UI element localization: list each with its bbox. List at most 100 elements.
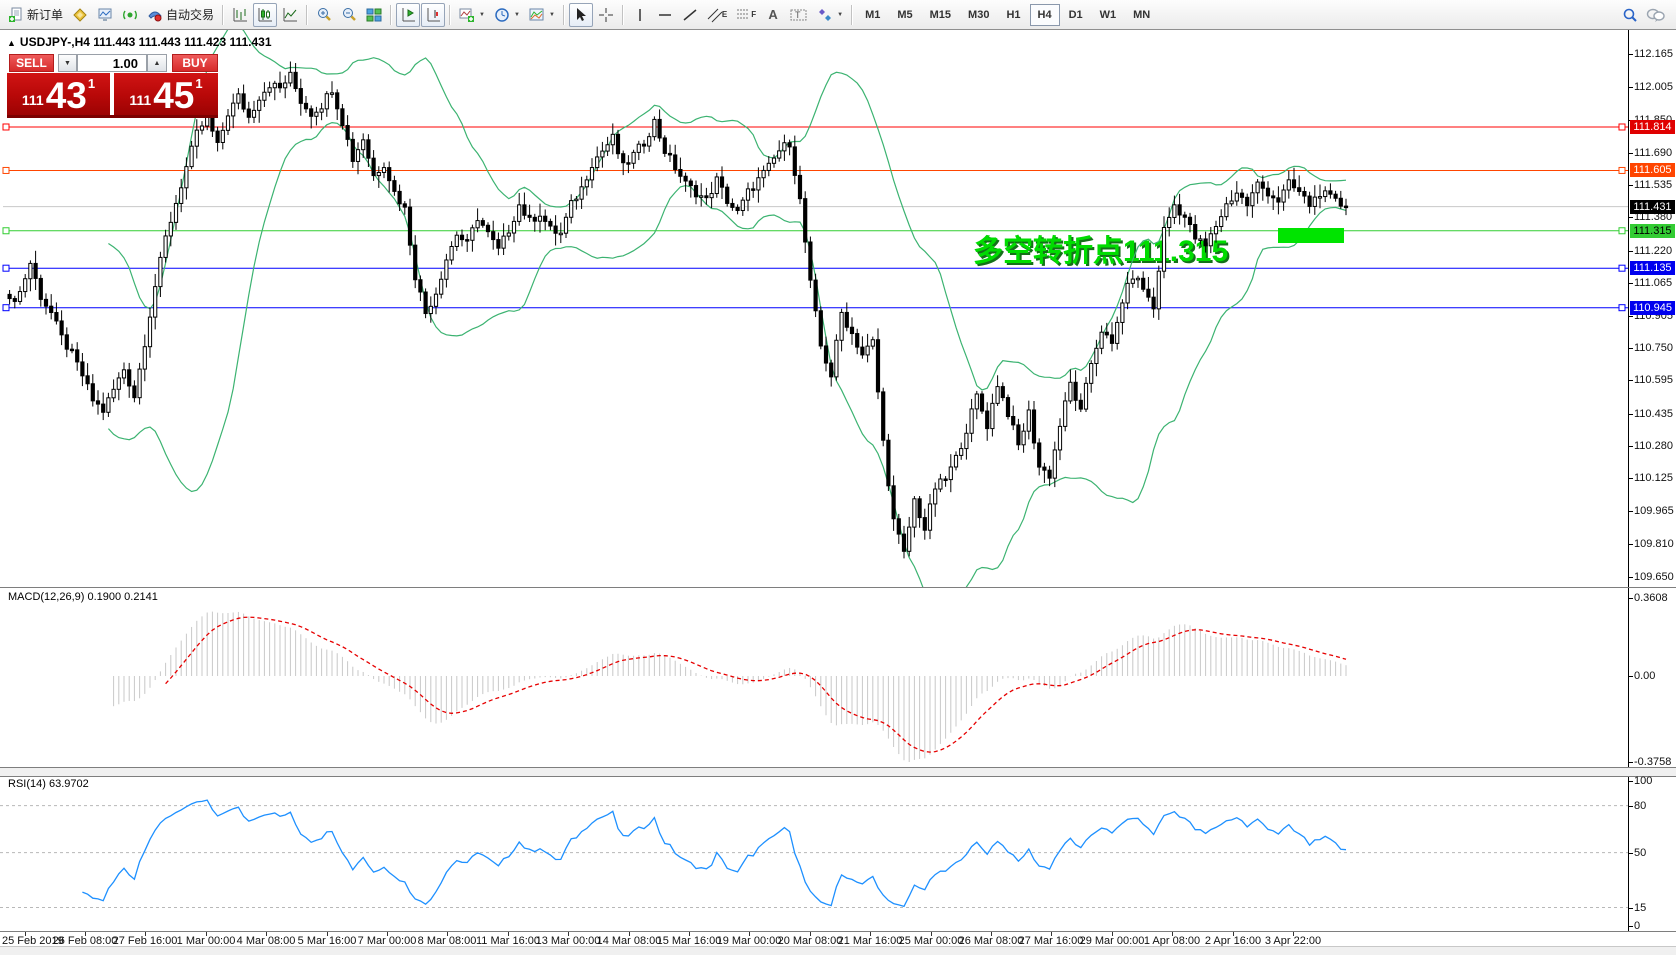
tab-timeframe-m5[interactable]: M5 [897, 8, 913, 21]
text-label-button[interactable]: T [786, 3, 812, 27]
chat-icon[interactable] [1646, 7, 1666, 23]
toolbar-separator [621, 4, 624, 25]
tab-timeframe-m30[interactable]: M30 [968, 8, 990, 21]
chart-shift-button[interactable] [396, 2, 421, 27]
time-axis-label: 5 Mar 16:00 [297, 935, 357, 947]
time-tick-mark [85, 932, 86, 936]
time-axis-label: 13 Mar 00:00 [535, 935, 601, 947]
tab-timeframe-w1[interactable]: W1 [1099, 8, 1117, 21]
zoom-out-button[interactable] [337, 3, 361, 27]
search-icon[interactable] [1622, 7, 1638, 23]
price-tick-mark [1628, 380, 1633, 381]
ask-big-digits: 45 [153, 75, 195, 116]
bar-chart-button[interactable] [228, 3, 252, 27]
candlestick-chart-button[interactable] [253, 2, 278, 27]
macd-pane[interactable] [0, 588, 1676, 766]
tab-timeframe-h4[interactable]: H4 [1029, 3, 1060, 26]
equidistant-channel-button[interactable]: E [703, 3, 731, 27]
auto-scroll-button[interactable] [421, 2, 446, 27]
market-watch-button[interactable] [68, 3, 92, 27]
chart-shift-icon [402, 7, 416, 21]
time-axis-label: 1 Mar 00:00 [176, 935, 236, 947]
crosshair-icon [598, 7, 613, 22]
highlight-rectangle[interactable] [1278, 228, 1344, 243]
chart-window[interactable]: ▲ USDJPY-,H4 111.443 111.443 111.423 111.… [0, 29, 1676, 947]
templates-button[interactable]: ▼ [525, 3, 559, 27]
zoom-in-button[interactable] [312, 3, 336, 27]
time-tick-mark [1233, 932, 1234, 936]
horizontal-line-button[interactable] [653, 3, 677, 27]
navigator-icon [123, 10, 138, 19]
sell-button[interactable]: SELL [9, 54, 54, 72]
time-axis-label: 26 Mar 08:00 [958, 935, 1024, 947]
ask-pip-digit: 1 [195, 76, 203, 91]
rsi-pane[interactable] [0, 776, 1676, 931]
arrows-button[interactable]: ▼ [813, 3, 847, 27]
cursor-button[interactable] [568, 2, 593, 27]
new-order-button[interactable]: 新订单 [4, 3, 67, 27]
macd-axis-label: -0.3758 [1634, 756, 1672, 768]
market-watch-icon [73, 7, 87, 22]
time-axis-label: 29 Mar 00:00 [1079, 935, 1145, 947]
chart-annotation-text[interactable]: 多空转折点111.315 [973, 235, 1229, 268]
candlestick-chart-icon [258, 7, 273, 21]
time-axis-label: 27 Mar 16:00 [1018, 935, 1084, 947]
text-button[interactable]: A [761, 3, 785, 27]
tab-timeframe-m15[interactable]: M15 [929, 8, 952, 21]
bar-chart-icon [233, 7, 248, 21]
tile-windows-button[interactable] [362, 3, 386, 27]
price-tick-mark [1628, 478, 1633, 479]
rsi-tick-mark [1628, 806, 1633, 807]
line-chart-button[interactable] [278, 3, 302, 27]
new-order-icon [9, 7, 22, 22]
data-window-button[interactable] [93, 3, 117, 27]
time-axis-label: 8 Mar 08:00 [417, 935, 477, 947]
tab-timeframe-d1[interactable]: D1 [1068, 8, 1083, 21]
pane-separator[interactable] [0, 767, 1676, 777]
collapse-panel-icon[interactable]: ▲ [7, 38, 16, 48]
volume-up-button[interactable]: ▲ [147, 54, 167, 72]
time-tick-mark [387, 932, 388, 936]
price-tick-label: 111.065 [1634, 277, 1673, 289]
time-tick-mark [1051, 932, 1052, 936]
text-label-icon: T [790, 9, 807, 20]
time-axis-label: 4 Mar 08:00 [236, 935, 296, 947]
time-tick-mark [931, 932, 932, 936]
rsi-tick-mark [1628, 781, 1633, 782]
buy-button[interactable]: BUY [172, 54, 218, 72]
main-price-chart[interactable] [0, 30, 1676, 587]
time-axis-label: 27 Feb 16:00 [112, 935, 178, 947]
price-badge: 111.814 [1630, 120, 1675, 134]
autotrading-button[interactable]: 自动交易 [143, 3, 218, 27]
pane-separator[interactable] [0, 587, 1676, 588]
fibo-letter: F [751, 10, 757, 19]
ask-price-panel[interactable]: 111 45 1 [114, 73, 218, 115]
rsi-axis-label: 100 [1634, 775, 1653, 787]
tab-timeframe-m1[interactable]: M1 [865, 8, 881, 21]
tile-windows-icon [366, 8, 382, 21]
price-badge: 110.945 [1630, 301, 1675, 315]
toolbar-separator [562, 4, 565, 25]
fibonacci-button[interactable]: F [732, 3, 760, 27]
symbol-period-label: USDJPY-,H4 [19, 35, 90, 49]
volume-input[interactable]: 1.00 [77, 54, 147, 72]
crosshair-button[interactable] [594, 3, 618, 27]
vertical-line-button[interactable] [628, 3, 652, 27]
tab-timeframe-mn[interactable]: MN [1133, 8, 1151, 21]
tab-timeframe-h1[interactable]: H1 [1006, 8, 1021, 21]
periods-button[interactable]: ▼ [490, 3, 524, 27]
time-tick-mark [206, 932, 207, 936]
price-tick-label: 111.220 [1634, 245, 1673, 257]
volume-down-button[interactable]: ▼ [58, 54, 77, 72]
price-badge: 111.135 [1630, 261, 1675, 275]
price-tick-mark [1628, 414, 1633, 415]
price-tick-label: 110.435 [1634, 408, 1673, 420]
bid-price-panel[interactable]: 111 43 1 [7, 73, 110, 115]
time-tick-mark [447, 932, 448, 936]
macd-tick-mark [1628, 762, 1633, 763]
trendline-button[interactable] [678, 3, 702, 27]
arrows-icon [819, 8, 832, 21]
indicators-button[interactable]: ▼ [455, 3, 489, 27]
svg-text:T: T [795, 10, 801, 20]
navigator-button[interactable] [118, 3, 142, 27]
